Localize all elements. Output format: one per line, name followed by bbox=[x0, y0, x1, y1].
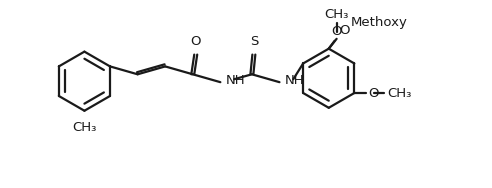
Text: NH: NH bbox=[284, 74, 304, 87]
Text: O: O bbox=[332, 25, 342, 38]
Text: CH₃: CH₃ bbox=[72, 121, 96, 134]
Text: Methoxy: Methoxy bbox=[350, 16, 407, 29]
Text: NH: NH bbox=[225, 74, 245, 87]
Text: CH₃: CH₃ bbox=[387, 86, 411, 99]
Text: S: S bbox=[249, 35, 258, 48]
Text: O: O bbox=[190, 35, 201, 48]
Text: CH₃: CH₃ bbox=[324, 8, 349, 21]
Text: O: O bbox=[368, 86, 379, 99]
Text: O: O bbox=[339, 24, 350, 37]
